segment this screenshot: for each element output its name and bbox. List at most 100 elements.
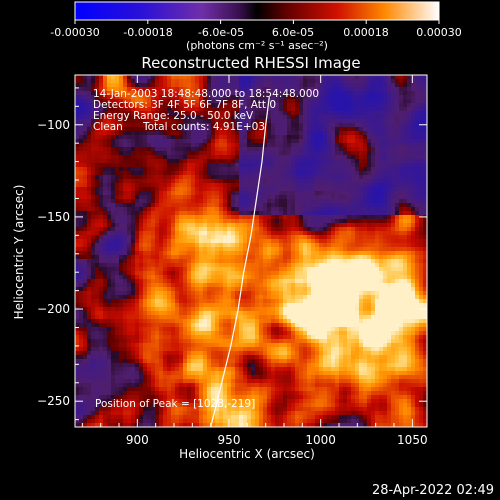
heatmap-cell bbox=[119, 275, 124, 280]
heatmap-cell bbox=[407, 283, 412, 288]
heatmap-cell bbox=[95, 263, 100, 268]
heatmap-cell bbox=[103, 199, 108, 204]
heatmap-cell bbox=[199, 291, 204, 296]
heatmap-cell bbox=[239, 119, 244, 124]
heatmap-cell bbox=[147, 167, 152, 172]
heatmap-cell bbox=[303, 191, 308, 196]
heatmap-cell bbox=[211, 99, 216, 104]
heatmap-cell bbox=[399, 259, 404, 264]
heatmap-cell bbox=[227, 147, 232, 152]
heatmap-cell bbox=[75, 103, 80, 108]
heatmap-cell bbox=[183, 211, 188, 216]
heatmap-cell bbox=[423, 231, 427, 236]
heatmap-cell bbox=[407, 223, 412, 228]
heatmap-cell bbox=[403, 259, 408, 264]
heatmap-cell bbox=[327, 251, 332, 256]
heatmap-cell bbox=[339, 295, 344, 300]
heatmap-cell bbox=[91, 227, 96, 232]
heatmap-cell bbox=[267, 183, 272, 188]
heatmap-cell bbox=[283, 275, 288, 280]
heatmap-cell bbox=[227, 127, 232, 132]
heatmap-cell bbox=[155, 211, 160, 216]
heatmap-cell bbox=[343, 75, 348, 80]
heatmap-cell bbox=[291, 167, 296, 172]
heatmap-cell bbox=[371, 247, 376, 252]
heatmap-cell bbox=[251, 259, 256, 264]
heatmap-cell bbox=[171, 147, 176, 152]
heatmap-cell bbox=[383, 123, 388, 128]
heatmap-cell bbox=[323, 223, 328, 228]
heatmap-cell bbox=[347, 143, 352, 148]
heatmap-cell bbox=[415, 79, 420, 84]
heatmap-cell bbox=[247, 99, 252, 104]
heatmap-cell bbox=[155, 207, 160, 212]
heatmap-cell bbox=[291, 207, 296, 212]
heatmap-cell bbox=[359, 247, 364, 252]
heatmap-cell bbox=[267, 231, 272, 236]
heatmap-cell bbox=[143, 151, 148, 156]
heatmap-cell bbox=[91, 231, 96, 236]
heatmap-cell bbox=[311, 247, 316, 252]
heatmap-cell bbox=[131, 99, 136, 104]
heatmap-cell bbox=[291, 115, 296, 120]
heatmap-cell bbox=[343, 95, 348, 100]
heatmap-cell bbox=[255, 127, 260, 132]
heatmap-cell bbox=[375, 147, 380, 152]
heatmap-cell bbox=[115, 295, 120, 300]
heatmap-cell bbox=[115, 183, 120, 188]
heatmap-cell bbox=[135, 251, 140, 256]
heatmap-cell bbox=[235, 267, 240, 272]
heatmap-cell bbox=[279, 239, 284, 244]
heatmap-cell bbox=[255, 87, 260, 92]
heatmap-cell bbox=[147, 123, 152, 128]
heatmap-cell bbox=[111, 123, 116, 128]
heatmap-cell bbox=[143, 115, 148, 120]
heatmap-cell bbox=[119, 215, 124, 220]
heatmap-cell bbox=[215, 251, 220, 256]
heatmap-cell bbox=[359, 227, 364, 232]
heatmap-cell bbox=[391, 123, 396, 128]
heatmap-cell bbox=[95, 147, 100, 152]
heatmap-cell bbox=[91, 267, 96, 272]
heatmap-cell bbox=[355, 279, 360, 284]
heatmap-cell bbox=[299, 167, 304, 172]
heatmap-cell bbox=[135, 203, 140, 208]
heatmap-cell bbox=[343, 167, 348, 172]
heatmap-cell bbox=[343, 287, 348, 292]
heatmap-cell bbox=[343, 211, 348, 216]
heatmap-cell bbox=[267, 179, 272, 184]
heatmap-cell bbox=[231, 195, 236, 200]
heatmap-cell bbox=[123, 75, 128, 80]
heatmap-cell bbox=[403, 247, 408, 252]
heatmap-cell bbox=[403, 219, 408, 224]
heatmap-cell bbox=[139, 191, 144, 196]
heatmap-cell bbox=[95, 107, 100, 112]
heatmap-cell bbox=[87, 195, 92, 200]
heatmap-cell bbox=[239, 79, 244, 84]
heatmap-cell bbox=[323, 199, 328, 204]
heatmap-cell bbox=[379, 107, 384, 112]
heatmap-cell bbox=[359, 243, 364, 248]
heatmap-cell bbox=[151, 127, 156, 132]
heatmap-cell bbox=[139, 263, 144, 268]
heatmap-cell bbox=[355, 171, 360, 176]
heatmap-cell bbox=[87, 243, 92, 248]
heatmap-cell bbox=[291, 287, 296, 292]
heatmap-cell bbox=[255, 215, 260, 220]
heatmap-cell bbox=[99, 95, 104, 100]
heatmap-cell bbox=[255, 147, 260, 152]
heatmap-cell bbox=[271, 91, 276, 96]
heatmap-cell bbox=[87, 139, 92, 144]
heatmap-cell bbox=[399, 83, 404, 88]
heatmap-cell bbox=[179, 151, 184, 156]
heatmap-cell bbox=[339, 183, 344, 188]
heatmap-cell bbox=[167, 187, 172, 192]
heatmap-cell bbox=[135, 263, 140, 268]
heatmap-cell bbox=[203, 223, 208, 228]
heatmap-cell bbox=[187, 199, 192, 204]
heatmap-cell bbox=[279, 147, 284, 152]
heatmap-cell bbox=[103, 291, 108, 296]
heatmap-cell bbox=[79, 259, 84, 264]
heatmap-cell bbox=[355, 183, 360, 188]
heatmap-cell bbox=[207, 267, 212, 272]
